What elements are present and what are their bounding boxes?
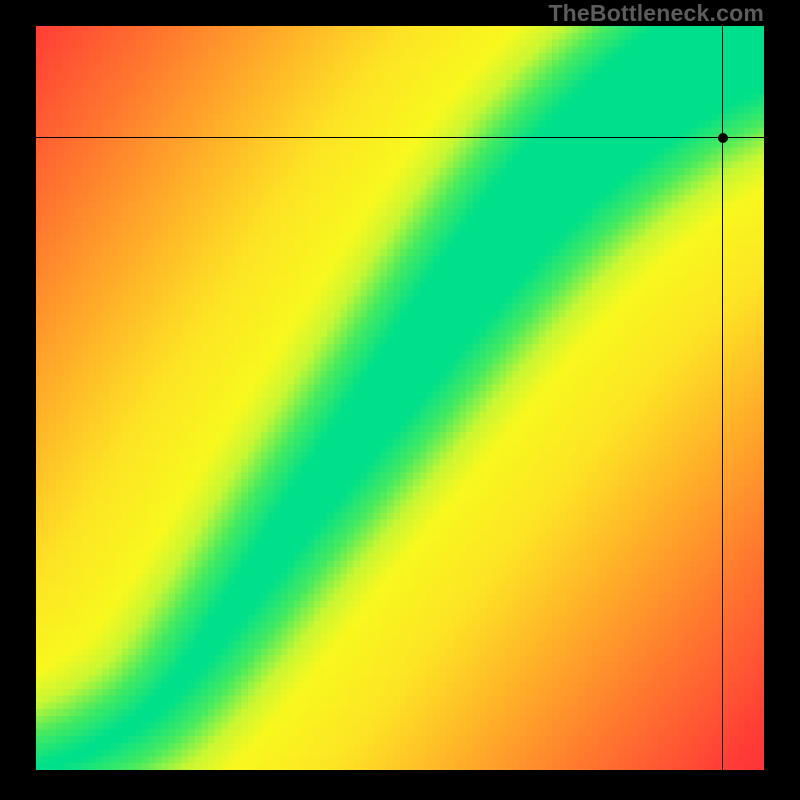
marker-dot [718, 133, 728, 143]
crosshair-horizontal [36, 137, 764, 138]
chart-container: TheBottleneck.com [0, 0, 800, 800]
attribution-text: TheBottleneck.com [548, 0, 764, 27]
